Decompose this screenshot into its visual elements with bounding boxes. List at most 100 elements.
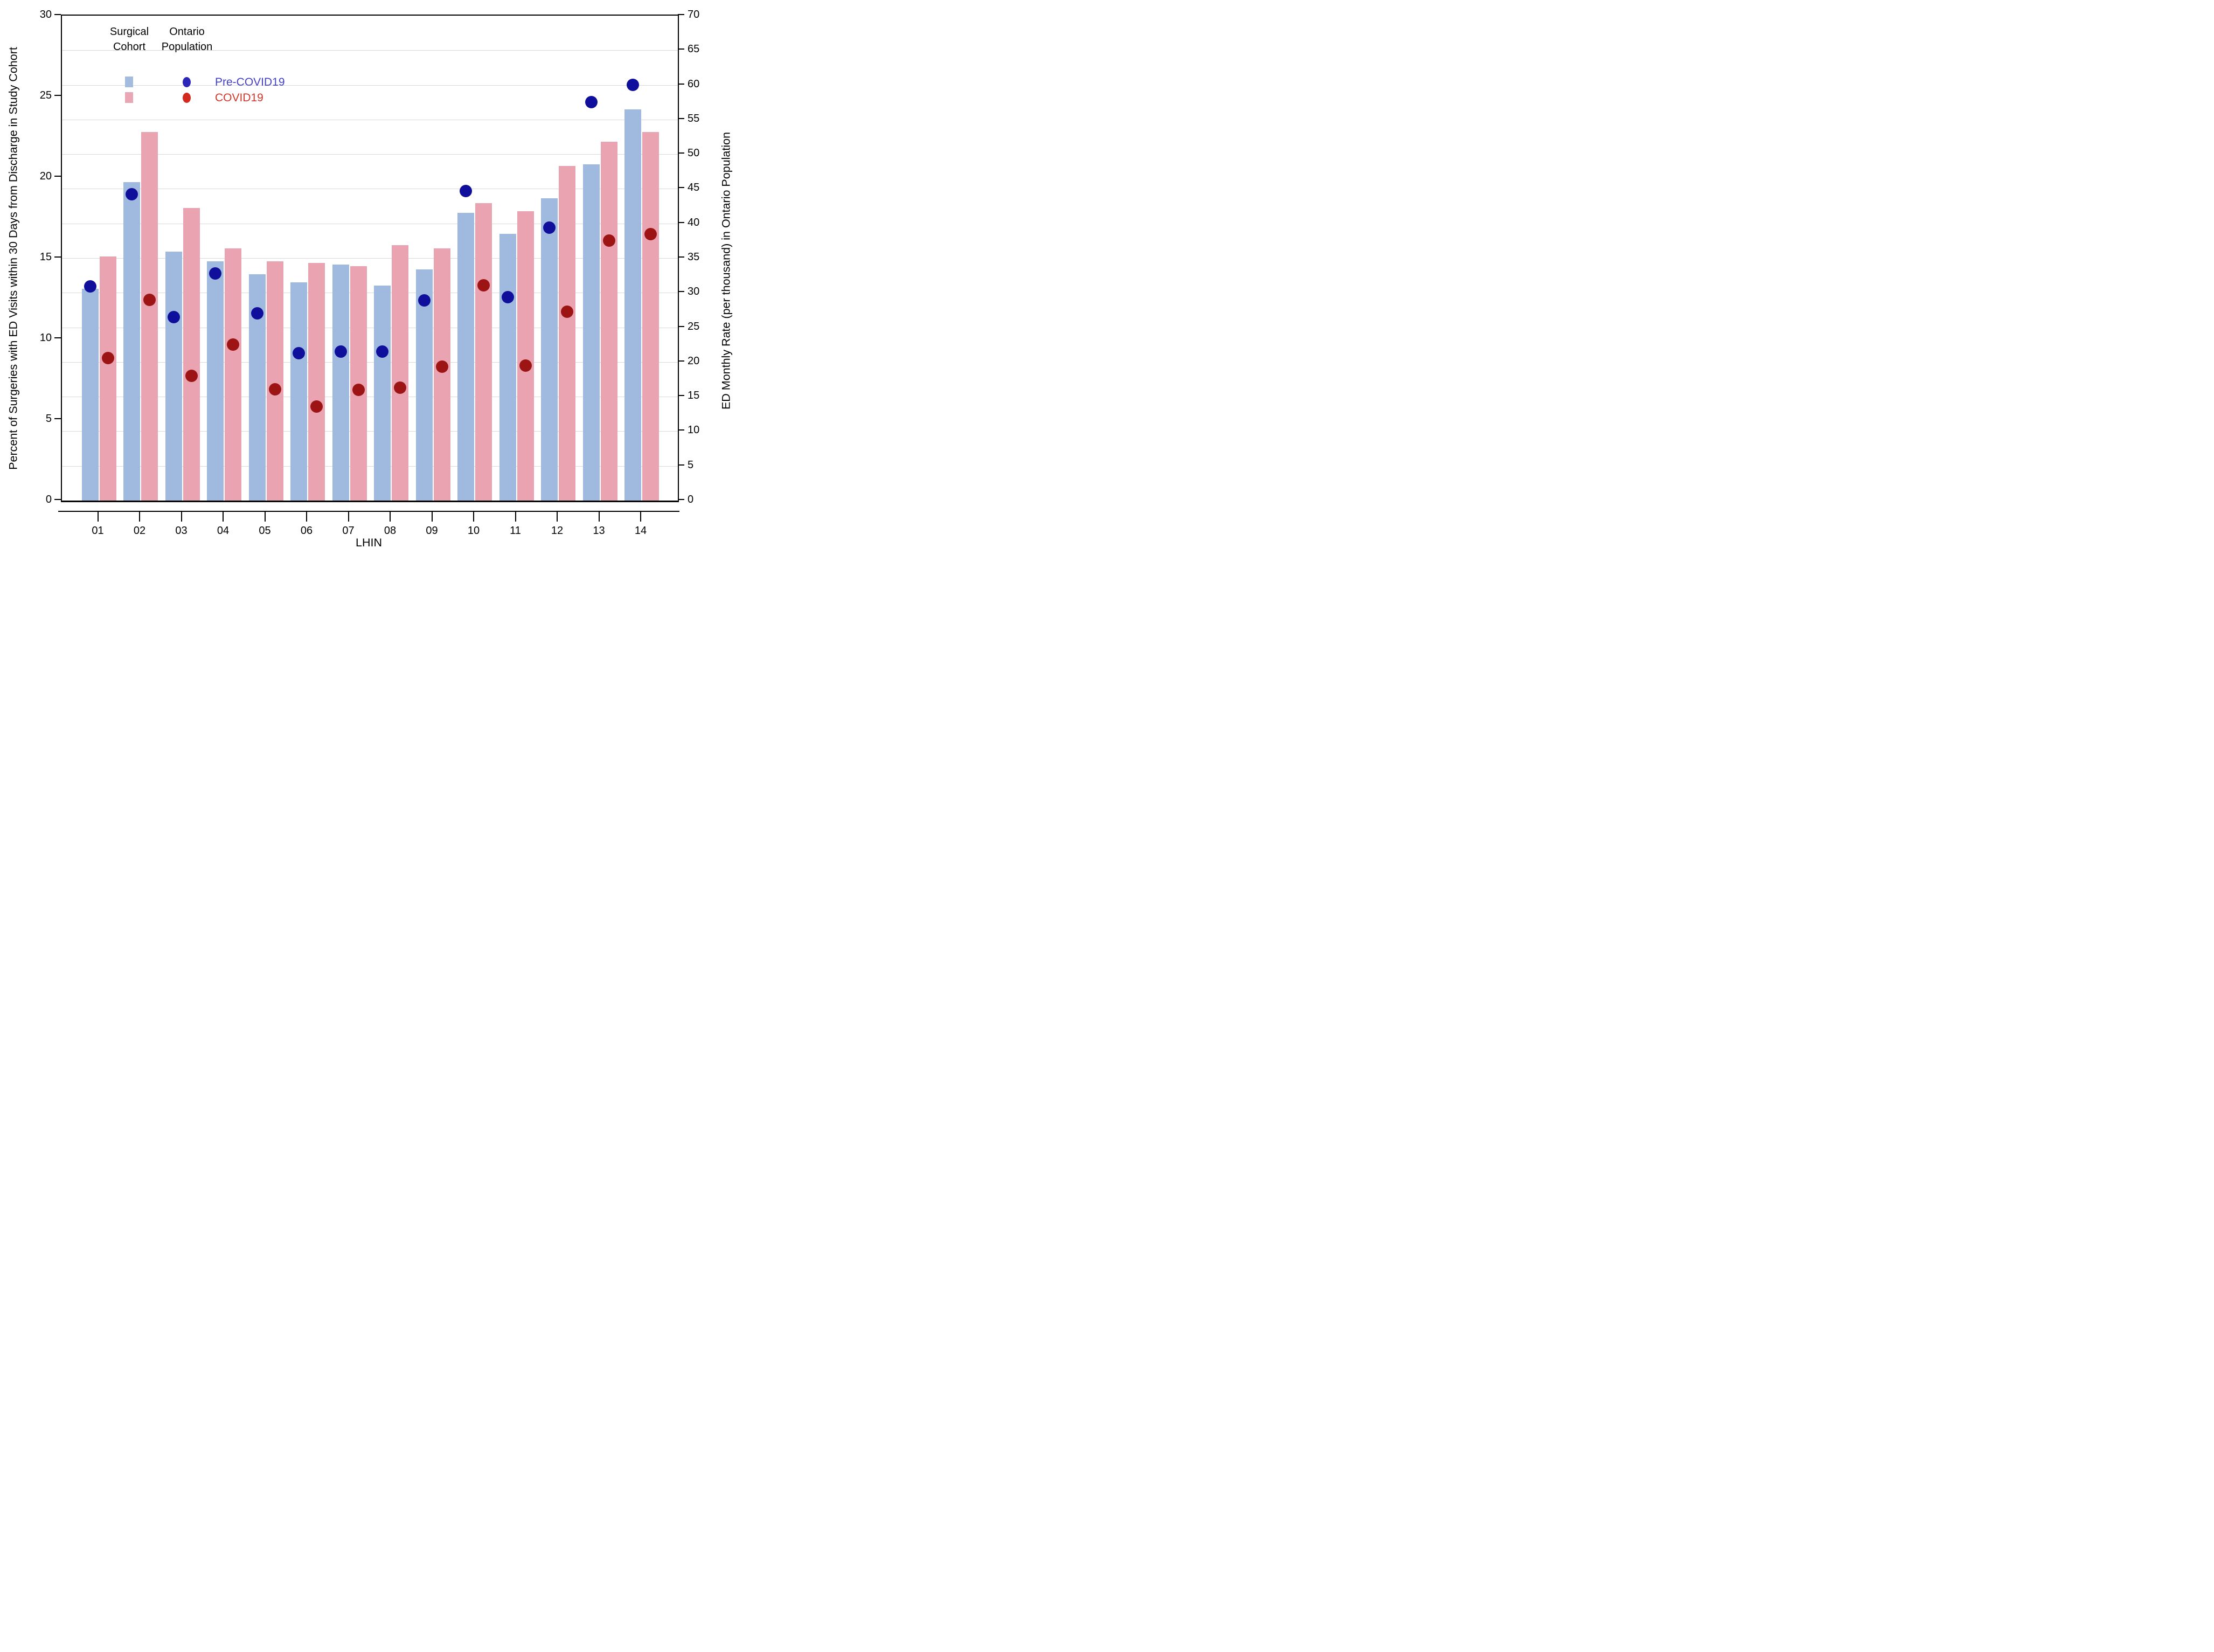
gridline-60: [62, 85, 678, 86]
gridline-20: [62, 362, 678, 363]
plot-area: Surgical Cohort Ontario Population Pre-C…: [61, 15, 679, 502]
dot-population-covid19-13: [602, 234, 615, 247]
right-axis-tick-label-0: 0: [688, 494, 694, 505]
right-axis-tick-label-60: 60: [688, 78, 700, 90]
bar-surgical-covid19-01: [99, 256, 116, 501]
x-axis-tick-08: [390, 512, 391, 522]
left-axis-tick-0: [54, 499, 61, 500]
left-axis-tick-label-20: 20: [39, 170, 52, 182]
right-axis-tick-50: [678, 152, 684, 154]
gridline-5: [62, 466, 678, 467]
legend-label-covid19: COVID19: [215, 92, 263, 104]
left-axis-tick-5: [54, 418, 61, 419]
right-axis-tick-65: [678, 48, 684, 50]
right-axis-tick-label-35: 35: [688, 251, 700, 263]
dot-population-covid19-11: [519, 359, 532, 372]
legend-bar-swatch-pre-covid19: [125, 77, 133, 87]
dot-population-covid19-02: [143, 293, 156, 306]
dot-population-covid19-10: [477, 279, 490, 291]
dot-population-pre-covid19-07: [334, 345, 347, 358]
bar-surgical-pre-covid19-14: [624, 109, 641, 501]
dot-population-pre-covid19-06: [293, 346, 305, 359]
x-axis-tick-label-07: 07: [342, 525, 355, 537]
x-axis-tick-label-10: 10: [467, 525, 480, 537]
x-axis-tick-label-01: 01: [92, 525, 104, 537]
left-axis-tick-20: [54, 176, 61, 177]
legend-dot-swatch-covid19: [183, 93, 191, 103]
dot-population-pre-covid19-09: [418, 294, 431, 307]
right-axis-tick-5: [678, 464, 684, 466]
x-axis-tick-label-06: 06: [300, 525, 313, 537]
dot-population-covid19-08: [394, 381, 406, 394]
x-axis-tick-02: [139, 512, 140, 522]
gridline-65: [62, 50, 678, 51]
left-axis-tick-10: [54, 337, 61, 338]
x-axis-tick-label-03: 03: [175, 525, 188, 537]
left-axis-tick-15: [54, 256, 61, 258]
left-axis-tick-30: [54, 14, 61, 15]
bar-surgical-covid19-10: [475, 203, 492, 501]
bar-surgical-pre-covid19-06: [290, 282, 307, 501]
legend-header-line: Surgical: [109, 26, 149, 38]
legend-header-ontario-population: Ontario Population: [149, 24, 225, 54]
bar-surgical-pre-covid19-02: [123, 182, 140, 501]
x-axis-tick-09: [431, 512, 433, 522]
dot-population-pre-covid19-12: [543, 221, 556, 234]
right-axis-tick-label-15: 15: [688, 390, 700, 402]
x-axis-line: [58, 511, 679, 512]
right-axis-tick-label-40: 40: [688, 216, 700, 228]
bar-surgical-covid19-02: [141, 132, 158, 501]
dot-population-covid19-09: [435, 360, 448, 373]
bar-surgical-covid19-05: [266, 261, 283, 501]
x-axis-tick-03: [181, 512, 182, 522]
dot-population-pre-covid19-11: [501, 290, 514, 303]
legend-header-line: Cohort: [113, 41, 146, 53]
right-axis-tick-70: [678, 14, 684, 15]
dot-population-pre-covid19-05: [251, 307, 263, 320]
x-axis-tick-13: [598, 512, 600, 522]
bar-surgical-covid19-11: [517, 211, 534, 501]
right-axis-tick-0: [678, 499, 684, 500]
right-axis-tick-20: [678, 360, 684, 362]
bar-surgical-covid19-12: [559, 166, 575, 501]
right-axis-tick-label-10: 10: [688, 424, 700, 436]
right-axis-tick-45: [678, 187, 684, 189]
bar-surgical-covid19-03: [183, 208, 200, 501]
bar-surgical-pre-covid19-10: [457, 213, 474, 501]
dot-population-covid19-14: [644, 227, 657, 240]
bar-surgical-pre-covid19-09: [415, 269, 433, 501]
bar-surgical-covid19-04: [225, 248, 241, 501]
dot-population-pre-covid19-08: [376, 345, 388, 358]
x-axis-title: LHIN: [356, 536, 382, 549]
dot-population-covid19-01: [101, 351, 114, 364]
x-axis-tick-label-13: 13: [593, 525, 605, 537]
legend-header-surgical-cohort: Surgical Cohort: [92, 24, 167, 54]
bar-surgical-covid19-06: [308, 263, 325, 501]
legend-header-line: Population: [161, 41, 213, 53]
right-axis-tick-label-30: 30: [688, 286, 700, 298]
dot-population-pre-covid19-04: [209, 267, 221, 280]
x-axis-tick-01: [97, 512, 99, 522]
left-axis-tick-25: [54, 95, 61, 96]
x-axis-tick-label-14: 14: [634, 525, 647, 537]
right-axis-tick-label-55: 55: [688, 112, 700, 124]
bar-surgical-covid19-08: [392, 245, 408, 501]
dot-population-covid19-06: [310, 400, 323, 413]
x-axis-tick-10: [473, 512, 474, 522]
bar-surgical-pre-covid19-03: [165, 252, 182, 501]
bar-surgical-pre-covid19-11: [499, 234, 516, 501]
dot-population-covid19-04: [227, 338, 239, 351]
right-axis-tick-30: [678, 291, 684, 293]
bar-surgical-covid19-07: [350, 266, 367, 501]
bar-surgical-covid19-09: [433, 248, 450, 501]
right-axis-tick-15: [678, 395, 684, 397]
bar-surgical-pre-covid19-13: [582, 164, 600, 501]
x-axis-tick-label-02: 02: [133, 525, 146, 537]
legend-header-line: Ontario: [169, 26, 205, 38]
dot-population-pre-covid19-01: [84, 280, 96, 293]
x-axis-tick-06: [306, 512, 307, 522]
left-axis-tick-label-0: 0: [45, 494, 52, 505]
x-axis-tick-label-09: 09: [426, 525, 438, 537]
gridline-50: [62, 154, 678, 155]
right-axis-tick-label-25: 25: [688, 320, 700, 332]
